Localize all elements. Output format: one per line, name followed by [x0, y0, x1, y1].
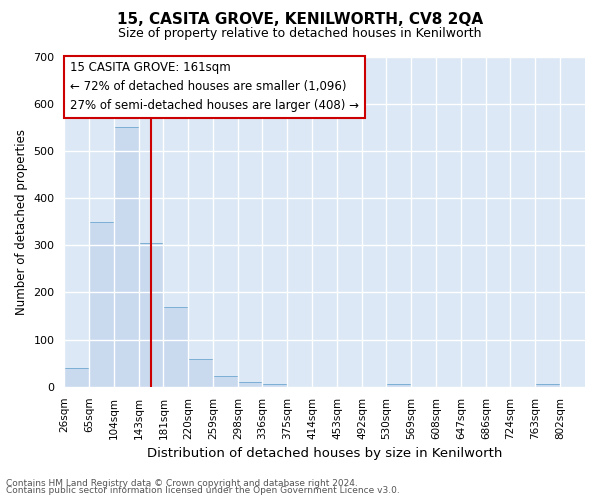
Bar — [163, 306, 188, 387]
Bar — [114, 128, 139, 387]
Bar — [89, 222, 114, 387]
Bar — [139, 243, 163, 387]
Bar — [238, 382, 262, 387]
Y-axis label: Number of detached properties: Number of detached properties — [15, 128, 28, 314]
Bar — [188, 358, 213, 387]
Text: 15 CASITA GROVE: 161sqm
← 72% of detached houses are smaller (1,096)
27% of semi: 15 CASITA GROVE: 161sqm ← 72% of detache… — [70, 62, 359, 112]
Text: Size of property relative to detached houses in Kenilworth: Size of property relative to detached ho… — [118, 28, 482, 40]
Bar — [262, 384, 287, 387]
Bar — [64, 368, 89, 387]
Bar — [213, 376, 238, 387]
Text: Contains HM Land Registry data © Crown copyright and database right 2024.: Contains HM Land Registry data © Crown c… — [6, 478, 358, 488]
Text: 15, CASITA GROVE, KENILWORTH, CV8 2QA: 15, CASITA GROVE, KENILWORTH, CV8 2QA — [117, 12, 483, 28]
Bar — [386, 384, 411, 387]
X-axis label: Distribution of detached houses by size in Kenilworth: Distribution of detached houses by size … — [147, 447, 502, 460]
Text: Contains public sector information licensed under the Open Government Licence v3: Contains public sector information licen… — [6, 486, 400, 495]
Bar — [535, 384, 560, 387]
